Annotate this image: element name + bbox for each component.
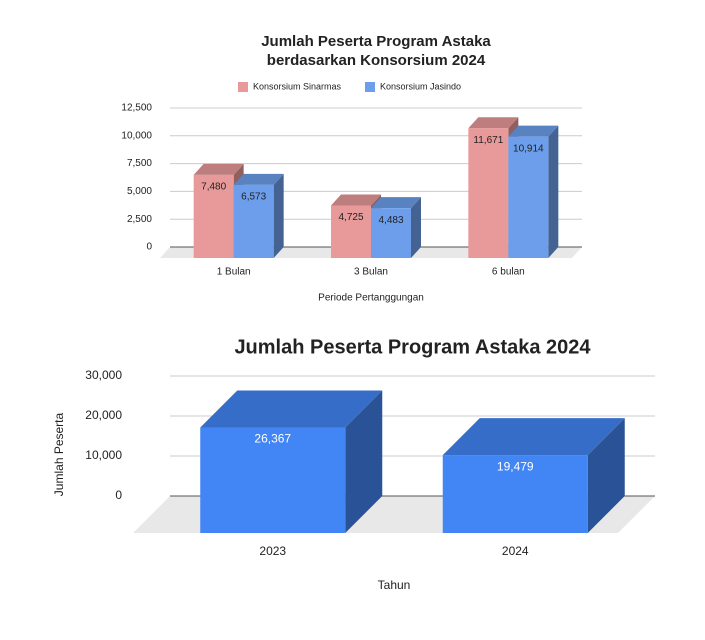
data-label: 26,367: [254, 432, 291, 446]
bar-top: [200, 390, 383, 428]
bar-side: [411, 197, 421, 258]
chart-title: Jumlah Peserta Program Astaka: [261, 33, 491, 50]
y-tick-label: 10,000: [121, 130, 152, 141]
data-label: 4,483: [378, 215, 403, 226]
y-tick-label: 0: [146, 242, 152, 253]
bar-side: [345, 390, 383, 533]
y-tick-label: 0: [115, 488, 122, 502]
bar: [200, 427, 346, 533]
bar-side: [587, 418, 625, 533]
data-label: 11,671: [473, 135, 503, 146]
data-label: 6,573: [241, 192, 266, 203]
bar-top: [508, 125, 559, 137]
chart-title: Jumlah Peserta Program Astaka 2024: [234, 336, 591, 358]
bar-top: [233, 173, 284, 185]
y-tick-label: 2,500: [127, 214, 152, 225]
data-label: 7,480: [201, 181, 226, 192]
legend-swatch: [238, 82, 248, 92]
x-tick-label: 6 bulan: [492, 267, 525, 278]
bar: [468, 128, 509, 258]
legend-label: Konsorsium Jasindo: [380, 81, 461, 91]
bar-top: [442, 418, 625, 456]
chart-subtitle: berdasarkan Konsorsium 2024: [267, 52, 486, 69]
y-tick-label: 5,000: [127, 186, 152, 197]
bar-top: [193, 163, 244, 175]
bar: [233, 184, 274, 258]
legend-swatch: [365, 82, 375, 92]
bar-side: [273, 173, 284, 258]
x-axis-label: Periode Pertanggungan: [318, 293, 424, 304]
bar: [193, 174, 234, 258]
bar: [442, 455, 588, 533]
bar: [371, 208, 411, 258]
legend-label: Konsorsium Sinarmas: [253, 81, 342, 91]
y-axis-label: Jumlah Peserta: [52, 412, 66, 496]
x-tick-label: 1 Bulan: [217, 267, 251, 278]
bar-top: [331, 194, 381, 206]
x-axis-label: Tahun: [378, 578, 411, 592]
bar-side: [548, 125, 559, 258]
data-label: 4,725: [338, 212, 363, 223]
bar: [508, 136, 549, 258]
bar-top: [468, 117, 519, 129]
y-tick-label: 10,000: [85, 448, 122, 462]
x-tick-label: 2023: [259, 544, 286, 558]
x-tick-label: 2024: [502, 544, 529, 558]
y-tick-label: 12,500: [121, 103, 152, 114]
x-tick-label: 3 Bulan: [354, 267, 388, 278]
bar: [331, 205, 371, 258]
bar-top: [371, 197, 421, 209]
data-label: 10,914: [513, 143, 544, 154]
y-tick-label: 30,000: [85, 368, 122, 382]
y-tick-label: 20,000: [85, 408, 122, 422]
data-label: 19,479: [497, 459, 534, 473]
y-tick-label: 7,500: [127, 158, 152, 169]
